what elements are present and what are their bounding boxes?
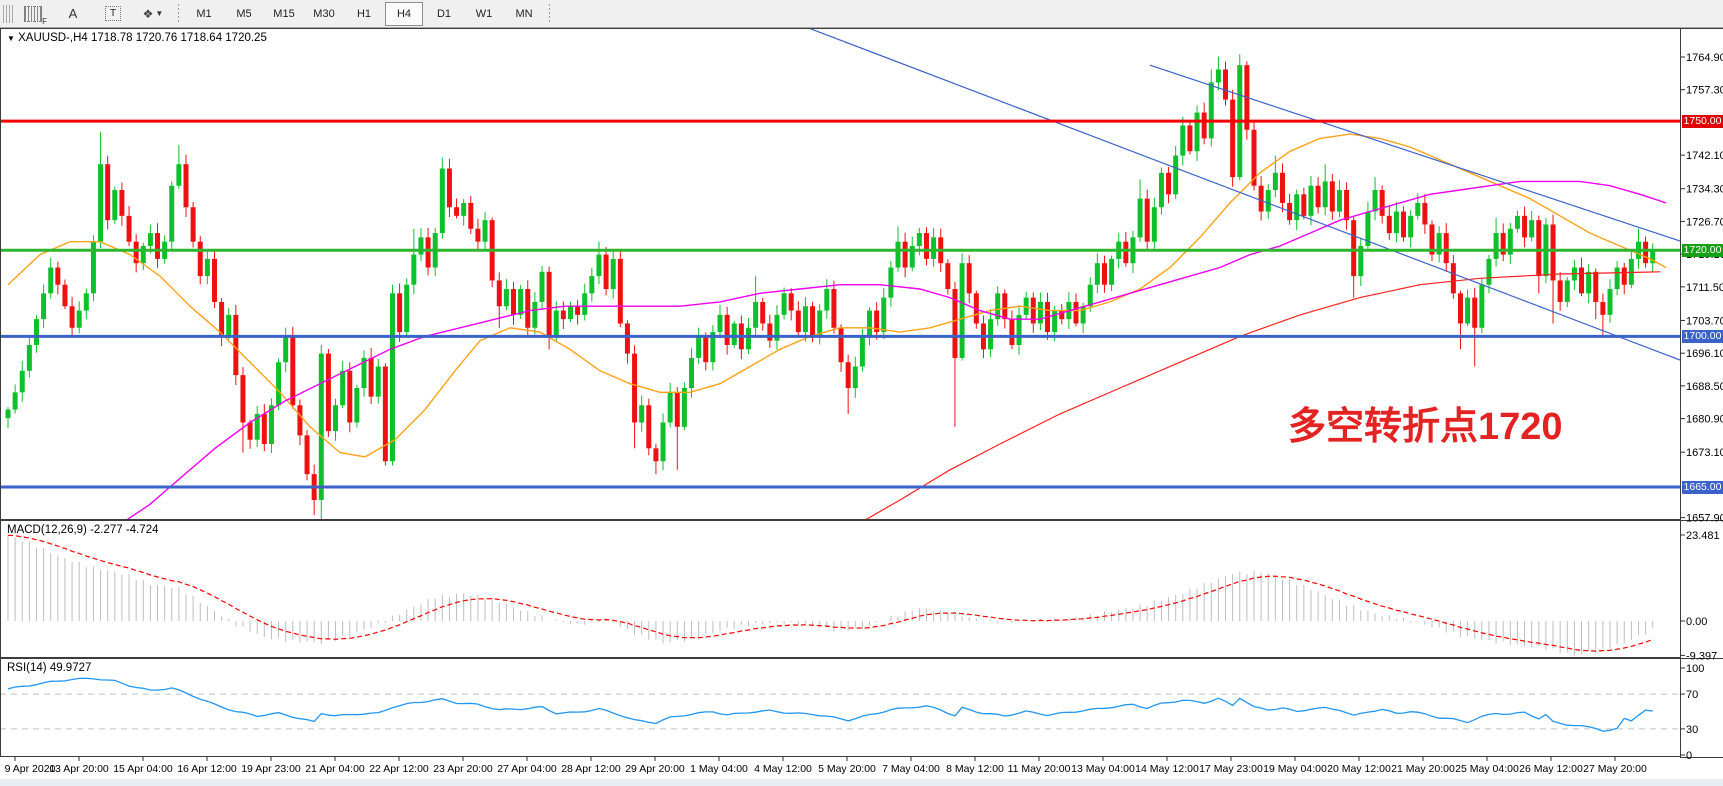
rsi-line xyxy=(7,677,1653,732)
text-box-tool-button[interactable]: T xyxy=(94,2,132,26)
rsi-label: RSI(14) 49.9727 xyxy=(7,662,92,674)
trendline-1[interactable] xyxy=(809,29,1680,361)
timeframe-m1-button[interactable]: M1 xyxy=(196,7,212,20)
timeframe-d1-button[interactable]: D1 xyxy=(436,7,452,20)
price-badge-1720.00: 1720.00 xyxy=(1682,243,1723,257)
svg-text:1673.10: 1673.10 xyxy=(1686,447,1723,459)
svg-text:4 May 12:00: 4 May 12:00 xyxy=(754,763,812,775)
svg-text:8 May 12:00: 8 May 12:00 xyxy=(946,763,1004,775)
svg-text:1764.90: 1764.90 xyxy=(1686,52,1723,64)
timeframe-buttons: M1 M5 M15 M30 H1 H4 D1 W1 MN xyxy=(184,1,544,26)
toolbar-separator xyxy=(178,3,179,24)
svg-text:25 May 04:00: 25 May 04:00 xyxy=(1455,763,1519,775)
macd-label: MACD(12,26,9) -2.277 -4.724 xyxy=(7,524,159,536)
toolbar-drag-handle[interactable] xyxy=(3,4,13,23)
ohlc-values: 1718.78 1720.76 1718.64 1720.25 xyxy=(90,32,267,44)
toolbar-separator-2 xyxy=(549,3,550,24)
ma-orange xyxy=(7,133,1667,458)
ma-magenta xyxy=(126,180,1667,519)
text-box-icon: T xyxy=(105,6,121,21)
candles-layer xyxy=(5,54,1656,519)
macd-pane xyxy=(7,534,1654,656)
svg-text:0.00: 0.00 xyxy=(1686,616,1707,628)
price-axis: 1764.901757.301742.101734.301726.701719.… xyxy=(1680,52,1723,762)
svg-text:1703.70: 1703.70 xyxy=(1686,315,1723,327)
svg-text:27 May 20:00: 27 May 20:00 xyxy=(1583,763,1647,775)
svg-text:19 May 04:00: 19 May 04:00 xyxy=(1263,763,1327,775)
toolbar: F A T ❖ ▼ M1 M5 M15 M30 H1 H4 D1 W1 MN xyxy=(0,0,1723,28)
svg-text:7 May 04:00: 7 May 04:00 xyxy=(882,763,940,775)
objects-tool-button[interactable]: ❖ ▼ xyxy=(134,2,172,26)
objects-icon: ❖ xyxy=(142,6,154,21)
svg-text:-9.397: -9.397 xyxy=(1686,650,1717,662)
svg-text:23.481: 23.481 xyxy=(1686,530,1720,542)
svg-text:29 Apr 20:00: 29 Apr 20:00 xyxy=(625,763,685,775)
svg-text:5 May 20:00: 5 May 20:00 xyxy=(818,763,876,775)
chart-annotation-text[interactable]: 多空转折点1720 xyxy=(1288,406,1563,448)
timeframe-mn-button[interactable]: MN xyxy=(515,7,533,20)
price-badge-1665.00: 1665.00 xyxy=(1682,480,1723,494)
svg-text:28 Apr 12:00: 28 Apr 12:00 xyxy=(561,763,621,775)
svg-text:13 May 04:00: 13 May 04:00 xyxy=(1071,763,1135,775)
svg-text:15 Apr 04:00: 15 Apr 04:00 xyxy=(113,763,173,775)
symbol-title: XAUUSD-,H4 xyxy=(18,32,88,44)
svg-text:26 May 12:00: 26 May 12:00 xyxy=(1519,763,1583,775)
svg-text:1757.30: 1757.30 xyxy=(1686,85,1723,97)
svg-text:1742.10: 1742.10 xyxy=(1686,150,1723,162)
svg-text:11 May 20:00: 11 May 20:00 xyxy=(1008,763,1071,775)
svg-text:21 Apr 04:00: 21 Apr 04:00 xyxy=(305,763,365,775)
svg-text:9 Apr 2020: 9 Apr 2020 xyxy=(5,763,56,775)
svg-text:1711.50: 1711.50 xyxy=(1686,282,1723,294)
timeframe-m30-button[interactable]: M30 xyxy=(313,7,335,20)
timeframe-m15-button[interactable]: M15 xyxy=(273,7,295,20)
svg-text:70: 70 xyxy=(1686,689,1698,701)
svg-text:0: 0 xyxy=(1686,750,1692,762)
svg-text:1657.90: 1657.90 xyxy=(1686,513,1723,525)
ma-red xyxy=(865,271,1661,519)
svg-text:1696.10: 1696.10 xyxy=(1686,348,1723,360)
svg-text:14 May 12:00: 14 May 12:00 xyxy=(1135,763,1199,775)
rsi-pane xyxy=(0,677,1680,732)
price-badge-1750.00: 1750.00 xyxy=(1682,114,1723,128)
svg-text:100: 100 xyxy=(1686,663,1704,675)
timeframe-m5-button[interactable]: M5 xyxy=(236,7,252,20)
timeframe-h4-button[interactable]: H4 xyxy=(385,1,423,26)
svg-text:1734.30: 1734.30 xyxy=(1686,184,1723,196)
timeframe-h1-button[interactable]: H1 xyxy=(356,7,372,20)
pane-borders xyxy=(0,28,1723,758)
grid-icon: F xyxy=(24,5,47,26)
macd-signal-line xyxy=(7,534,1653,652)
symbol-header: ▼ XAUUSD-,H4 1718.78 1720.76 1718.64 172… xyxy=(7,32,267,44)
svg-text:13 Apr 20:00: 13 Apr 20:00 xyxy=(49,763,109,775)
svg-text:1726.70: 1726.70 xyxy=(1686,216,1723,228)
svg-text:23 Apr 20:00: 23 Apr 20:00 xyxy=(433,763,493,775)
text-label-icon: A xyxy=(68,6,78,21)
trendline-2[interactable] xyxy=(1149,64,1682,242)
grid-tool-button[interactable]: F xyxy=(14,2,52,26)
svg-text:30: 30 xyxy=(1686,724,1698,736)
svg-text:19 Apr 23:00: 19 Apr 23:00 xyxy=(241,763,301,775)
svg-text:21 May 20:00: 21 May 20:00 xyxy=(1391,763,1455,775)
bottom-strip xyxy=(0,779,1723,786)
svg-text:27 Apr 04:00: 27 Apr 04:00 xyxy=(497,763,557,775)
svg-text:16 Apr 12:00: 16 Apr 12:00 xyxy=(177,763,237,775)
svg-text:1 May 04:00: 1 May 04:00 xyxy=(690,763,748,775)
symbol-collapse-icon[interactable]: ▼ xyxy=(7,34,15,43)
svg-text:20 May 12:00: 20 May 12:00 xyxy=(1327,763,1391,775)
svg-text:1688.50: 1688.50 xyxy=(1686,381,1723,393)
svg-text:22 Apr 12:00: 22 Apr 12:00 xyxy=(369,763,429,775)
text-label-tool-button[interactable]: A xyxy=(54,2,92,26)
main-pane xyxy=(0,29,1682,519)
timeframe-w1-button[interactable]: W1 xyxy=(475,7,493,20)
svg-text:1680.90: 1680.90 xyxy=(1686,414,1723,426)
svg-text:17 May 23:00: 17 May 23:00 xyxy=(1199,763,1263,775)
price-badge-1700.00: 1700.00 xyxy=(1682,329,1723,343)
chevron-down-icon: ▼ xyxy=(155,9,164,18)
